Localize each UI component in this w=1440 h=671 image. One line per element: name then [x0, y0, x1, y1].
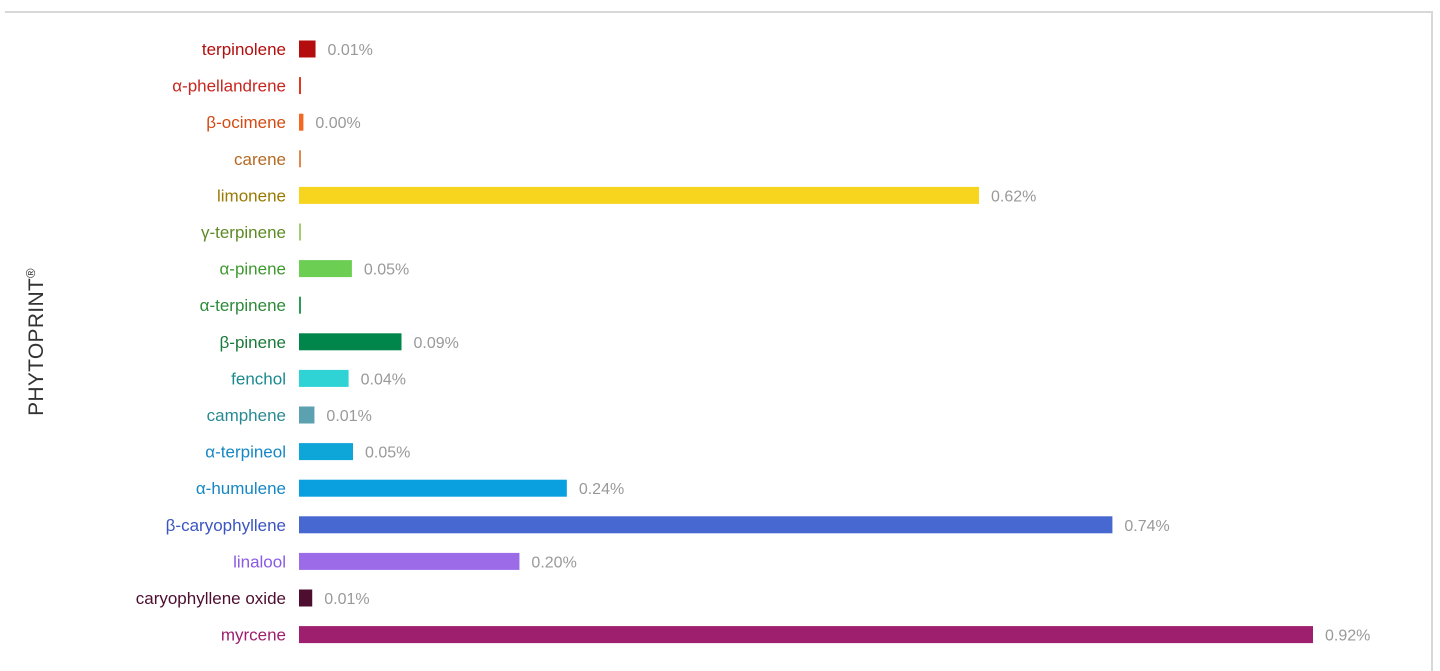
- bar-row-fenchol: fenchol 0.04%: [231, 369, 406, 388]
- category-label: α-terpinene: [200, 296, 286, 315]
- category-label: β-ocimene: [206, 113, 286, 132]
- bar: [299, 40, 316, 58]
- value-label: 0.04%: [361, 371, 406, 388]
- value-label: 0.01%: [328, 42, 373, 59]
- bar-row-pinene: β-pinene 0.09%: [220, 333, 459, 352]
- category-label: myrcene: [221, 626, 286, 645]
- value-label: 0.00%: [315, 115, 360, 132]
- category-label: α-phellandrene: [172, 77, 286, 96]
- bar: [299, 479, 567, 497]
- bar: [299, 552, 520, 570]
- bar-row-myrcene: myrcene 0.92%: [221, 626, 1371, 645]
- bar-row-linalool: linalool 0.20%: [233, 552, 577, 571]
- bar-row-phellandrene: α-phellandrene: [172, 77, 301, 96]
- value-label: 0.24%: [579, 481, 624, 498]
- bar: [299, 113, 304, 131]
- value-label: 0.05%: [365, 445, 410, 462]
- bar: [299, 150, 301, 168]
- category-label: limonene: [217, 186, 286, 205]
- category-label: β-caryophyllene: [166, 516, 286, 535]
- bar-row-caryophyllene: β-caryophyllene 0.74%: [166, 516, 1170, 535]
- bar: [299, 260, 352, 278]
- chart-frame: [5, 11, 1433, 671]
- category-label: linalool: [233, 552, 286, 571]
- bar-row-ocimene: β-ocimene 0.00%: [206, 113, 360, 132]
- category-label: α-terpineol: [205, 443, 286, 462]
- bar: [299, 186, 980, 204]
- category-label: carene: [234, 150, 286, 169]
- bar-row-terpineol: α-terpineol 0.05%: [205, 443, 410, 462]
- category-label: α-humulene: [196, 479, 286, 498]
- value-label: 0.01%: [324, 591, 369, 608]
- value-label: 0.92%: [1325, 628, 1370, 645]
- value-label: 0.01%: [326, 408, 371, 425]
- category-label: fenchol: [231, 369, 286, 388]
- bar: [299, 77, 301, 95]
- bar: [299, 516, 1113, 534]
- category-label: camphene: [207, 406, 286, 425]
- bar: [299, 626, 1313, 644]
- bar-row-terpinene: γ-terpinene: [201, 223, 301, 242]
- bar: [299, 223, 301, 241]
- value-label: 0.09%: [414, 335, 459, 352]
- category-label: caryophyllene oxide: [136, 589, 286, 608]
- value-label: 0.62%: [991, 188, 1036, 205]
- category-label: terpinolene: [202, 40, 286, 59]
- bar-row-caryophyllene-oxide: caryophyllene oxide 0.01%: [136, 589, 370, 608]
- bar-row-terpinene: α-terpinene: [200, 296, 301, 315]
- value-label: 0.05%: [364, 262, 409, 279]
- bar-row-limonene: limonene 0.62%: [217, 186, 1036, 205]
- bar-row-carene: carene: [234, 150, 301, 169]
- bar: [299, 369, 349, 387]
- category-label: α-pinene: [219, 260, 286, 279]
- bar: [299, 589, 313, 607]
- value-label: 0.20%: [531, 554, 576, 571]
- bar-row-terpinolene: terpinolene 0.01%: [202, 40, 373, 59]
- bar: [299, 296, 301, 314]
- bar-row-pinene: α-pinene 0.05%: [219, 260, 409, 279]
- bar-row-camphene: camphene 0.01%: [207, 406, 372, 425]
- bar-row-humulene: α-humulene 0.24%: [196, 479, 624, 498]
- category-label: β-pinene: [220, 333, 287, 352]
- bar: [299, 406, 315, 424]
- bar: [299, 333, 402, 351]
- category-label: γ-terpinene: [201, 223, 286, 242]
- value-label: 0.74%: [1124, 518, 1169, 535]
- bar: [299, 443, 354, 461]
